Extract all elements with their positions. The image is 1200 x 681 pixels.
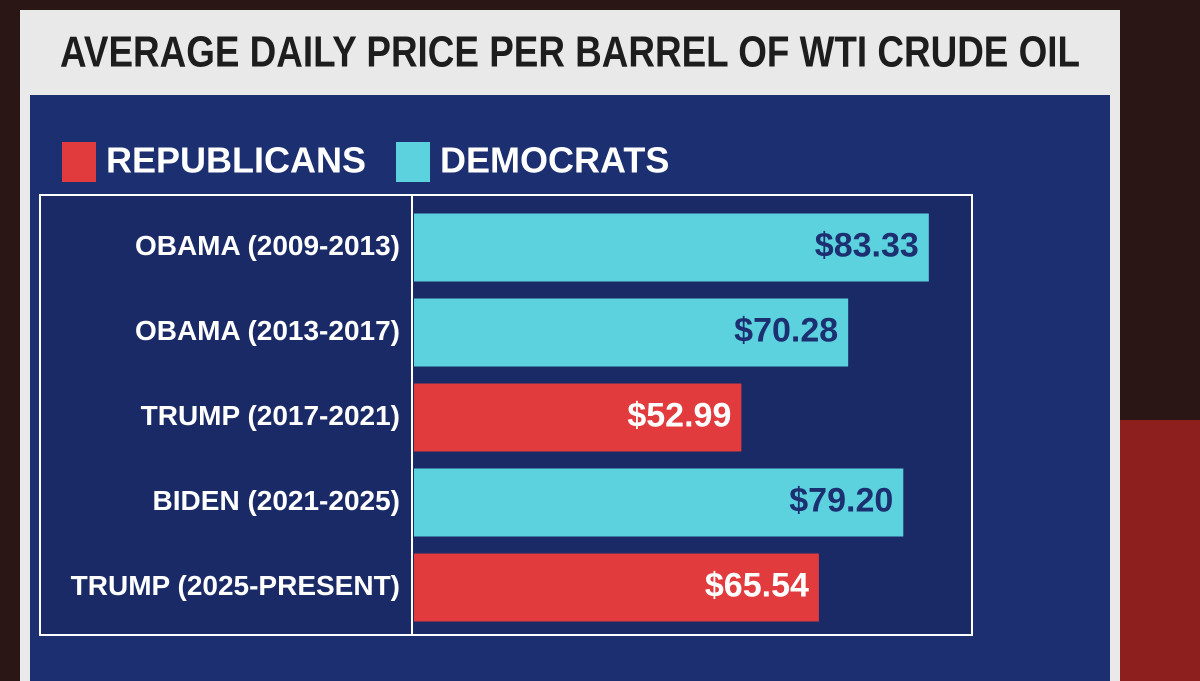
value-label: $83.33 <box>815 226 919 264</box>
y-tick-label: BIDEN (2021-2025) <box>153 485 400 516</box>
bar <box>414 213 929 282</box>
chart-title: AVERAGE DAILY PRICE PER BARREL OF WTI CR… <box>60 28 1080 77</box>
legend-swatch <box>62 142 96 182</box>
y-tick-label: TRUMP (2017-2021) <box>141 400 400 431</box>
value-label: $65.54 <box>705 566 809 604</box>
y-tick-label: TRUMP (2025-PRESENT) <box>71 570 400 601</box>
bar <box>414 383 742 452</box>
legend-label: DEMOCRATS <box>440 140 669 181</box>
y-tick-label: OBAMA (2013-2017) <box>135 315 400 346</box>
value-label: $52.99 <box>627 396 731 434</box>
value-label: $70.28 <box>734 311 838 349</box>
bar <box>414 298 849 367</box>
legend-label: REPUBLICANS <box>106 140 366 181</box>
value-label: $79.20 <box>789 481 893 519</box>
legend-swatch <box>396 142 431 182</box>
y-tick-label: OBAMA (2009-2013) <box>135 230 400 261</box>
bar <box>414 553 819 622</box>
bar <box>414 468 904 537</box>
